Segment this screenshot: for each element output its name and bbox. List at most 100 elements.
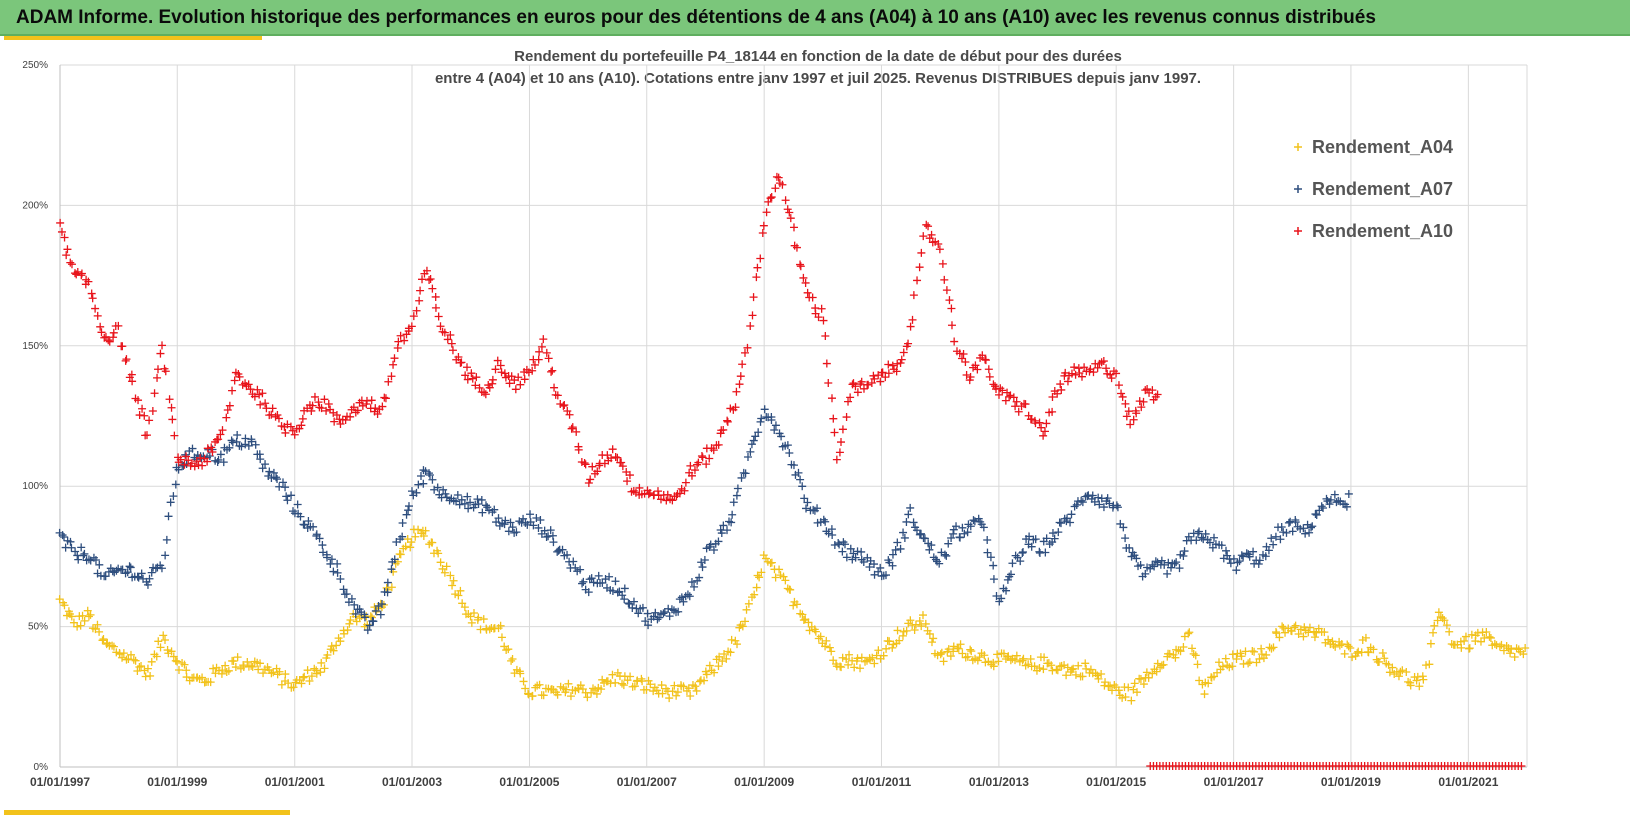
data-point	[80, 616, 89, 625]
data-point	[978, 351, 987, 360]
data-point	[1018, 656, 1027, 665]
data-point	[235, 372, 244, 381]
data-point	[646, 680, 655, 689]
data-point	[421, 467, 430, 476]
data-point	[345, 619, 354, 628]
data-point	[1249, 547, 1258, 556]
legend: Rendement_A04 Rendement_A07 Rendement_A10	[1294, 137, 1453, 241]
data-point	[343, 626, 352, 635]
data-point	[88, 294, 97, 303]
data-point	[608, 670, 617, 679]
data-point	[133, 667, 142, 676]
legend-label: Rendement_A10	[1312, 221, 1453, 241]
data-point	[539, 691, 548, 700]
data-point	[792, 600, 801, 609]
data-point	[407, 487, 416, 496]
data-point	[1320, 628, 1329, 637]
data-point	[816, 632, 825, 641]
data-point	[1380, 654, 1389, 663]
data-point	[347, 594, 356, 603]
data-point	[1002, 586, 1011, 595]
x-tick-label: 01/01/2003	[382, 775, 442, 789]
data-point	[828, 530, 837, 539]
data-point	[148, 407, 157, 415]
data-point	[879, 651, 888, 660]
data-point	[658, 689, 667, 698]
data-point	[1261, 552, 1270, 561]
data-point	[904, 510, 913, 519]
data-point	[726, 648, 735, 657]
data-point	[1026, 654, 1035, 663]
data-point	[920, 534, 929, 543]
data-point	[934, 240, 943, 249]
data-point	[216, 430, 225, 439]
data-point	[1248, 647, 1257, 656]
data-point	[624, 599, 633, 608]
data-point	[244, 441, 253, 450]
data-point	[161, 551, 170, 560]
data-point	[140, 411, 149, 420]
data-point	[574, 445, 583, 454]
data-point	[808, 293, 817, 302]
data-point	[798, 482, 807, 491]
data-point	[468, 374, 477, 383]
data-point	[333, 559, 342, 568]
data-point	[1193, 660, 1202, 669]
data-point	[1099, 357, 1108, 366]
data-point	[216, 450, 225, 459]
data-point	[431, 292, 440, 301]
data-point	[55, 595, 64, 604]
data-point	[382, 583, 391, 592]
data-point	[861, 657, 870, 666]
data-point	[537, 342, 546, 351]
data-point	[169, 492, 178, 501]
data-point	[1465, 644, 1474, 653]
data-point	[796, 262, 805, 271]
data-point	[1118, 693, 1127, 702]
data-point	[281, 670, 290, 679]
data-point	[333, 568, 342, 577]
data-point	[958, 523, 967, 532]
data-point	[956, 533, 965, 542]
data-point	[457, 495, 466, 504]
data-point	[844, 397, 853, 406]
data-point	[1018, 548, 1027, 557]
data-point	[1193, 529, 1202, 538]
data-point	[803, 288, 812, 297]
data-point	[638, 603, 647, 612]
data-point	[1344, 642, 1353, 651]
data-point	[1027, 542, 1036, 551]
data-point	[714, 537, 723, 546]
data-point	[147, 568, 156, 577]
data-point	[1067, 369, 1076, 378]
data-point	[394, 337, 403, 346]
x-tick-label: 01/01/1997	[30, 775, 90, 789]
data-point	[436, 322, 445, 331]
data-point	[679, 597, 688, 606]
data-point	[954, 644, 963, 653]
data-point	[162, 535, 171, 544]
data-point	[323, 651, 332, 660]
data-point	[1093, 363, 1102, 372]
data-point	[156, 349, 165, 358]
data-point	[346, 412, 355, 421]
data-point	[824, 379, 833, 388]
data-point	[908, 315, 917, 324]
data-point	[896, 359, 905, 368]
data-point	[535, 347, 544, 356]
data-point	[586, 475, 595, 484]
data-point	[814, 313, 823, 322]
data-point	[284, 679, 293, 688]
data-point	[422, 266, 431, 275]
data-point	[1237, 551, 1246, 560]
data-point	[381, 394, 390, 403]
data-point	[927, 638, 936, 647]
data-point	[796, 475, 805, 484]
data-point	[1040, 653, 1049, 662]
data-point	[786, 585, 795, 594]
data-point	[488, 375, 497, 384]
data-point	[644, 676, 653, 685]
data-point	[554, 546, 563, 555]
data-point	[1107, 374, 1116, 383]
data-point	[643, 609, 652, 618]
